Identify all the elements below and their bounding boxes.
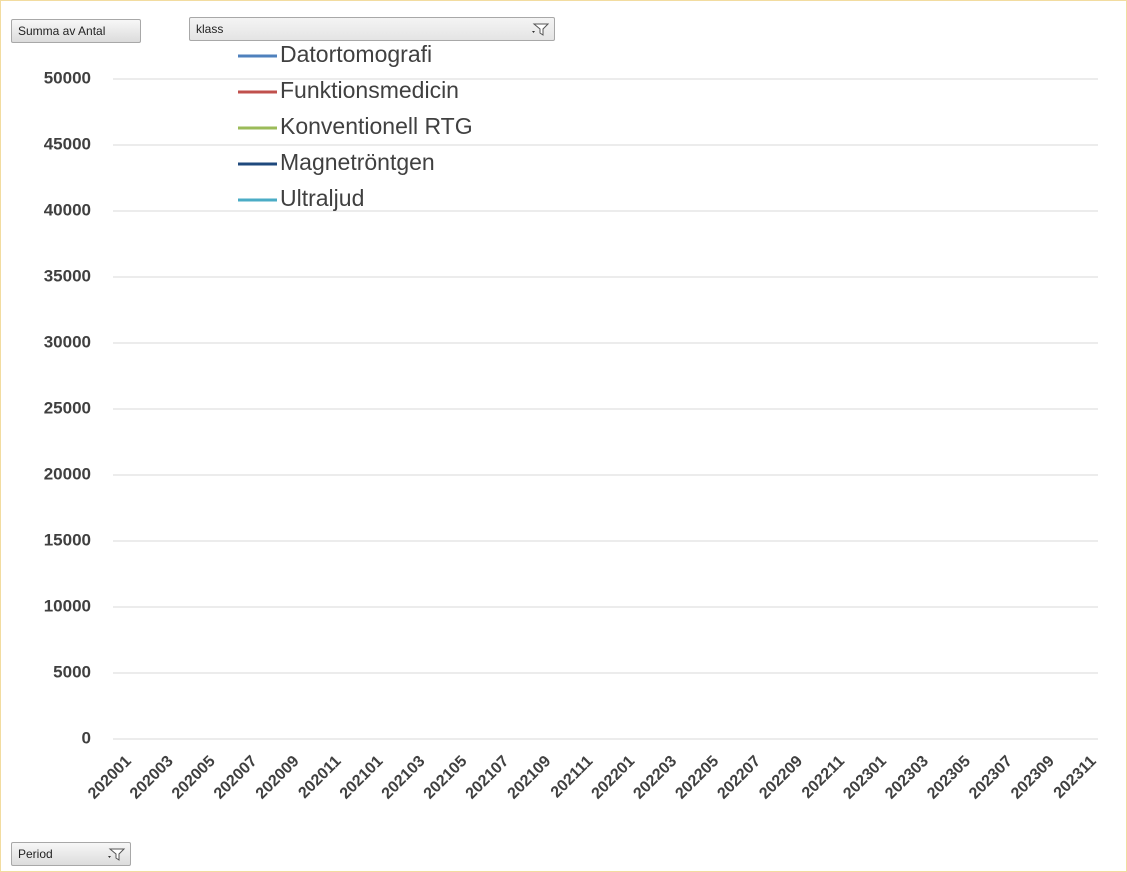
- x-tick-label: 202205: [672, 753, 722, 803]
- x-tick-label: 202203: [630, 753, 680, 803]
- legend-label: Konventionell RTG: [280, 113, 473, 139]
- x-tick-label: 202201: [589, 753, 639, 803]
- filter-icon: [108, 848, 126, 861]
- axis-field-label: Period: [18, 847, 53, 861]
- x-tick-label: 202111: [548, 753, 597, 802]
- x-tick-label: 202011: [295, 753, 344, 802]
- x-tick-label: 202003: [127, 753, 177, 803]
- x-tick-label: 202305: [924, 753, 974, 803]
- axis-field-button[interactable]: Period: [11, 842, 131, 866]
- x-tick-label: 202105: [421, 753, 471, 803]
- legend-label: Datortomografi: [280, 41, 432, 67]
- x-tick-label: 202001: [85, 753, 135, 803]
- legend-label: Magnetröntgen: [280, 149, 435, 175]
- y-tick-label: 25000: [44, 398, 91, 417]
- x-tick-label: 202103: [379, 753, 429, 803]
- x-tick-label: 202005: [169, 753, 219, 803]
- y-tick-label: 15000: [44, 530, 91, 549]
- x-tick-label: 202309: [1008, 753, 1058, 803]
- y-tick-label: 50000: [44, 68, 91, 87]
- y-tick-label: 20000: [44, 464, 91, 483]
- x-tick-label: 202007: [211, 753, 261, 803]
- legend-field-dropdown[interactable]: klass: [189, 17, 555, 41]
- x-tick-label: 202009: [253, 753, 303, 803]
- y-tick-label: 5000: [53, 662, 91, 681]
- y-tick-label: 35000: [44, 266, 91, 285]
- x-tick-label: 202303: [882, 753, 932, 803]
- filter-icon: [532, 23, 550, 36]
- x-tick-label: 202311: [1051, 753, 1100, 802]
- value-field-label: Summa av Antal: [18, 24, 106, 38]
- value-field-button[interactable]: Summa av Antal: [11, 19, 141, 43]
- x-tick-label: 202207: [714, 753, 764, 803]
- y-tick-label: 30000: [44, 332, 91, 351]
- x-tick-label: 202109: [505, 753, 555, 803]
- x-tick-label: 202307: [966, 753, 1016, 803]
- y-tick-label: 10000: [44, 596, 91, 615]
- y-tick-label: 0: [82, 728, 91, 747]
- x-tick-label: 202107: [463, 753, 513, 803]
- legend-field-label: klass: [196, 22, 224, 36]
- x-tick-label: 202101: [337, 753, 387, 803]
- y-tick-label: 45000: [44, 134, 91, 153]
- x-tick-label: 202301: [840, 753, 890, 803]
- x-tick-label: 202209: [756, 753, 806, 803]
- legend-label: Ultraljud: [280, 185, 364, 211]
- x-tick-label: 202211: [799, 753, 848, 802]
- legend-label: Funktionsmedicin: [280, 77, 459, 103]
- y-tick-label: 40000: [44, 200, 91, 219]
